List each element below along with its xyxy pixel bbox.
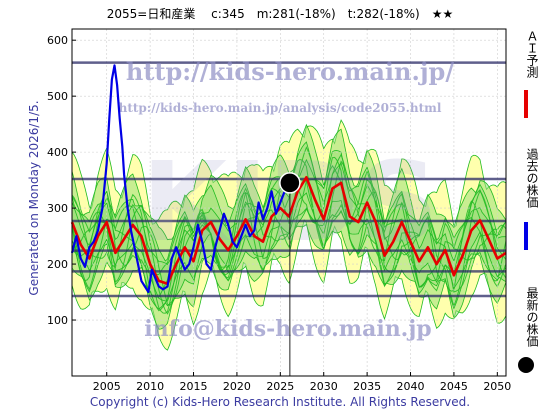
legend-latest-label: 最新の株価	[525, 287, 539, 347]
past-price-line	[70, 64, 291, 294]
y-tick-label: 100	[47, 314, 68, 327]
watermark-email: info@kids-hero.main.jp	[144, 316, 431, 342]
watermark-url: http://kids-hero.main.jp/	[126, 57, 454, 86]
x-tick-label: 2010	[136, 380, 164, 393]
x-tick-label: 2025	[266, 380, 294, 393]
x-tick-label: 2035	[353, 380, 381, 393]
simulation-line-5	[71, 158, 507, 315]
latest-price-marker	[279, 172, 301, 194]
generated-date-text: Generated on Monday 2026/1/5.	[27, 100, 41, 296]
x-tick-label: 2030	[310, 380, 338, 393]
y-tick-label: 500	[47, 90, 68, 103]
legend-forecast-label: ＡＩ予測	[525, 30, 539, 78]
y-tick-label: 200	[47, 258, 68, 271]
forecast-line	[70, 176, 507, 286]
x-tick-label: 2020	[223, 380, 251, 393]
y-tick-label: 400	[47, 146, 68, 159]
simulation-line-3	[71, 164, 507, 312]
x-tick-label: 2050	[483, 380, 511, 393]
plot-frame	[71, 28, 507, 377]
legend-past-label: 過去の株価	[525, 148, 539, 208]
watermark-page-url: http://kids-hero.main.jp/analysis/code20…	[119, 101, 442, 115]
copyright-footer: Copyright (c) Kids-Hero Research Institu…	[89, 395, 471, 409]
x-tick-label: 2040	[397, 380, 425, 393]
legend: ＡＩ予測 過去の株価 最新の株価	[514, 0, 554, 420]
legend-latest-swatch	[518, 357, 534, 373]
chart-title: 2055=日和産業 c:345 m:281(-18%) t:282(-18%) …	[106, 7, 454, 21]
x-tick-label: 2005	[93, 380, 121, 393]
y-tick-label: 600	[47, 34, 68, 47]
x-tick-label: 2045	[440, 380, 468, 393]
simulation-line-4	[71, 146, 507, 314]
simulation-line-2	[71, 153, 507, 298]
x-tick-label: 2015	[180, 380, 208, 393]
y-tick-label: 300	[47, 202, 68, 215]
